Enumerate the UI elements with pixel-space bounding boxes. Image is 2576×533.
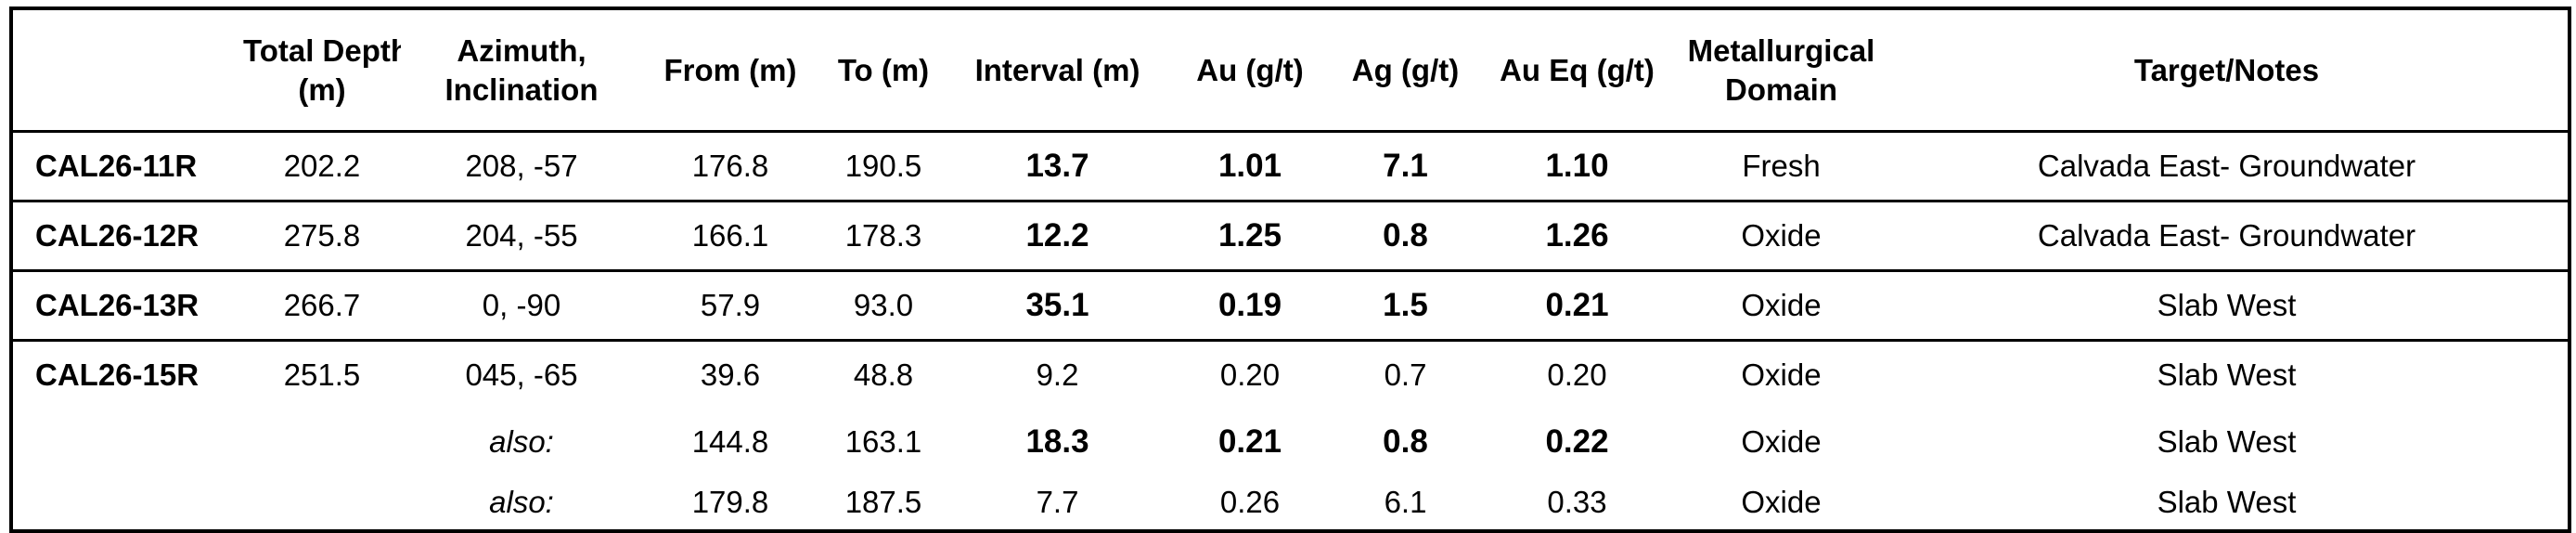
target-cell: Slab West: [2157, 358, 2297, 393]
to-cell: 48.8: [853, 358, 914, 393]
total-depth-header: Total Depth (m): [243, 8, 401, 133]
depth-cell: [243, 475, 401, 531]
depth-cell: [243, 409, 401, 475]
from-cell: 39.6: [700, 358, 761, 393]
domain-cell: Oxide: [1741, 485, 1822, 520]
from-cell: 179.8: [691, 485, 769, 520]
ag-cell: 1.5: [1333, 270, 1477, 342]
interval-cell: 18.3: [1025, 423, 1089, 461]
ag-cell: 0.7: [1384, 358, 1427, 393]
aueq-cell: 0.20: [1547, 358, 1607, 393]
au-cell: 0.20: [1219, 358, 1281, 393]
domain-header-line2: Domain: [1724, 72, 1837, 107]
azimuth-cell: 045, -65: [465, 358, 578, 393]
hole-id-cell: CAL26-11R: [11, 131, 243, 202]
table-row: CAL26-13R 266.7 0, -90 57.9 93.0 35.1 0.…: [11, 270, 2570, 342]
au-cell: 0.21: [1217, 423, 1282, 461]
interval-cell: 13.7: [948, 131, 1166, 202]
au-cell: 1.25: [1166, 201, 1333, 272]
hole-id-cell: CAL26-12R: [11, 201, 243, 272]
table-row: CAL26-12R 275.8 204, -55 166.1 178.3 12.…: [11, 201, 2570, 272]
depth-cell: 266.7: [243, 270, 401, 342]
interval-cell: 12.2: [948, 201, 1166, 272]
from-cell: 144.8: [691, 424, 769, 460]
drill-results-table: Total Depth (m) Azimuth, Inclination Fro…: [9, 6, 2571, 533]
aueq-cell: 0.21: [1477, 270, 1677, 342]
domain-header-line1: Metallurgical: [1687, 33, 1875, 69]
azimuth-header-line1: Azimuth,: [457, 33, 586, 69]
domain-header: Metallurgical Domain: [1677, 8, 1886, 133]
au-header: Au (g/t): [1166, 8, 1333, 133]
target-header: Target/Notes: [1886, 8, 2570, 133]
to-cell: 178.3: [818, 201, 948, 272]
total-depth-header-line1: Total Depth: [243, 33, 401, 69]
to-cell: 190.5: [818, 131, 948, 202]
depth-cell: 251.5: [283, 358, 361, 393]
header-row: Total Depth (m) Azimuth, Inclination Fro…: [11, 8, 2570, 133]
ag-cell: 0.8: [1383, 423, 1428, 461]
from-cell: 166.1: [642, 201, 818, 272]
depth-cell: 202.2: [243, 131, 401, 202]
from-cell: 176.8: [642, 131, 818, 202]
target-cell: Slab West: [1886, 270, 2570, 342]
azimuth-cell: 0, -90: [401, 270, 642, 342]
interval-header: Interval (m): [948, 8, 1166, 133]
ag-cell: 0.8: [1333, 201, 1477, 272]
from-header: From (m): [642, 8, 818, 133]
table-row: also: 144.8 163.1 18.3 0.21 0.8 0.22 Oxi…: [11, 409, 2570, 475]
aueq-cell: 1.10: [1477, 131, 1677, 202]
interval-cell: 35.1: [948, 270, 1166, 342]
table-row: CAL26-15R 251.5 045, -65 39.6 48.8 9.2 0…: [11, 341, 2570, 410]
aueq-cell: 0.22: [1545, 423, 1609, 461]
hole-id-cell: CAL26-13R: [11, 270, 243, 342]
hole-id-cell: [11, 475, 243, 531]
azimuth-header-line2: Inclination: [444, 72, 599, 107]
target-cell: Slab West: [2157, 424, 2297, 460]
hole-header: [11, 8, 243, 133]
au-cell: 0.26: [1219, 485, 1281, 520]
target-cell: Calvada East- Groundwater: [1886, 131, 2570, 202]
interval-cell: 9.2: [1036, 358, 1079, 393]
ag-header: Ag (g/t): [1333, 8, 1477, 133]
ag-cell: 6.1: [1384, 485, 1427, 520]
au-cell: 0.19: [1166, 270, 1333, 342]
to-cell: 187.5: [844, 485, 922, 520]
ag-cell: 7.1: [1333, 131, 1477, 202]
to-cell: 163.1: [844, 424, 922, 460]
table-row: also: 179.8 187.5 7.7 0.26 6.1 0.33 Oxid…: [11, 475, 2570, 531]
domain-cell: Oxide: [1741, 424, 1822, 460]
aueq-cell: 0.33: [1547, 485, 1607, 520]
domain-cell: Oxide: [1677, 201, 1886, 272]
domain-cell: Fresh: [1677, 131, 1886, 202]
to-header: To (m): [818, 8, 948, 133]
target-cell: Slab West: [2157, 485, 2297, 520]
azimuth-header: Azimuth, Inclination: [401, 8, 642, 133]
table-row: CAL26-11R 202.2 208, -57 176.8 190.5 13.…: [11, 131, 2570, 202]
depth-cell: 275.8: [243, 201, 401, 272]
azimuth-cell: 204, -55: [401, 201, 642, 272]
hole-id-cell: CAL26-15R: [35, 358, 200, 393]
domain-cell: Oxide: [1741, 358, 1822, 393]
to-cell: 93.0: [818, 270, 948, 342]
aueq-header: Au Eq (g/t): [1477, 8, 1677, 133]
total-depth-header-line2: (m): [298, 72, 346, 107]
target-cell: Calvada East- Groundwater: [1886, 201, 2570, 272]
azimuth-cell: also:: [489, 424, 554, 460]
from-cell: 57.9: [642, 270, 818, 342]
aueq-cell: 1.26: [1477, 201, 1677, 272]
interval-cell: 7.7: [1036, 485, 1079, 520]
hole-id-cell: [11, 409, 243, 475]
domain-cell: Oxide: [1677, 270, 1886, 342]
azimuth-cell: also:: [489, 485, 554, 520]
azimuth-cell: 208, -57: [401, 131, 642, 202]
au-cell: 1.01: [1166, 131, 1333, 202]
